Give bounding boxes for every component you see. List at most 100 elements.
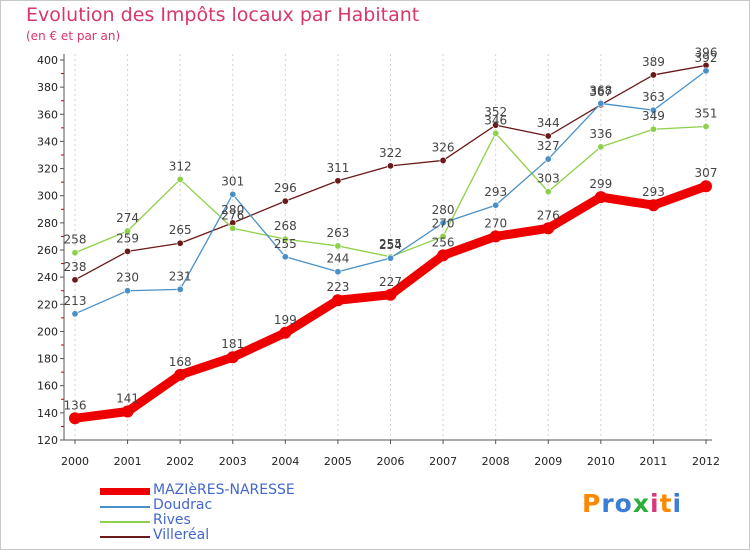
- data-point: [226, 351, 239, 364]
- y-tick-label: 140: [37, 407, 58, 420]
- data-label: 276: [221, 208, 244, 222]
- x-tick-label: 2004: [271, 455, 299, 468]
- y-tick-label: 240: [37, 271, 58, 284]
- data-point: [544, 155, 552, 163]
- legend-swatch: [100, 521, 150, 523]
- x-tick-label: 2011: [639, 455, 667, 468]
- x-tick-label: 2007: [429, 455, 457, 468]
- y-tick-label: 120: [37, 434, 58, 447]
- data-label: 367: [589, 85, 612, 99]
- data-point: [281, 235, 289, 243]
- x-tick-label: 2009: [534, 455, 562, 468]
- data-point: [281, 253, 289, 261]
- data-point: [597, 99, 605, 107]
- data-point: [334, 268, 342, 276]
- data-label: 255: [379, 237, 402, 251]
- data-label: 301: [221, 174, 244, 188]
- data-label: 268: [274, 219, 297, 233]
- data-point: [71, 249, 79, 257]
- data-point: [71, 310, 79, 318]
- data-point: [544, 132, 552, 140]
- data-label: 223: [326, 280, 349, 294]
- data-point: [229, 224, 237, 232]
- y-tick-label: 340: [37, 135, 58, 148]
- data-label: 238: [64, 260, 87, 274]
- logo-letter: r: [601, 489, 615, 518]
- x-tick-label: 2008: [482, 455, 510, 468]
- data-label: 363: [642, 90, 665, 104]
- data-point: [649, 71, 657, 79]
- data-label: 276: [537, 208, 560, 222]
- data-point: [649, 106, 657, 114]
- x-tick-label: 2012: [692, 455, 720, 468]
- data-point: [176, 175, 184, 183]
- data-label: 244: [326, 252, 349, 266]
- data-label: 336: [589, 127, 612, 141]
- legend-swatch: [100, 506, 150, 508]
- data-label: 352: [484, 105, 507, 119]
- axes: 120 140 160 180 200 220 240 260 280 300 320 340 360 3…: [37, 54, 720, 468]
- data-point: [702, 123, 710, 131]
- data-point: [176, 285, 184, 293]
- legend-label: Rives: [153, 512, 191, 528]
- logo-letter: t: [659, 489, 673, 518]
- data-label: 296: [274, 181, 297, 195]
- data-label: 327: [537, 139, 560, 153]
- data-label: 351: [695, 107, 718, 121]
- data-point: [594, 191, 607, 204]
- line-chart: 120 140 160 180 200 220 240 260 280 300 320 340 360 3…: [37, 45, 720, 468]
- data-point: [702, 67, 710, 75]
- data-labels: 238 259 265 280 296 311 322 326 352 344 367 389 396 2…: [64, 45, 718, 412]
- chart-title: Evolution des Impôts locaux par Habitant: [26, 4, 420, 26]
- logo-letter: x: [632, 489, 650, 518]
- data-point: [649, 125, 657, 133]
- data-label: 326: [432, 140, 455, 154]
- legend-label: MAZIèRES-NARESSE: [153, 482, 295, 498]
- logo-letter: i: [672, 489, 683, 518]
- data-label: 293: [642, 185, 665, 199]
- data-label: 255: [274, 237, 297, 251]
- data-label: 256: [432, 235, 455, 249]
- data-label: 344: [537, 116, 560, 130]
- data-point: [384, 288, 397, 301]
- legend-label: Doudrac: [153, 497, 213, 513]
- data-point: [229, 190, 237, 198]
- data-point: [121, 405, 134, 418]
- data-label: 265: [169, 223, 192, 237]
- y-tick-label: 360: [37, 108, 58, 121]
- data-label: 280: [221, 203, 244, 217]
- x-tick-label: 2005: [324, 455, 352, 468]
- data-point: [647, 199, 660, 212]
- data-label: 258: [64, 233, 87, 247]
- data-point: [69, 412, 81, 425]
- chart-subtitle: (en € et par an): [26, 29, 121, 43]
- data-point: [700, 180, 712, 193]
- data-point: [174, 368, 187, 381]
- y-tick-label: 300: [37, 190, 58, 203]
- data-label: 227: [379, 275, 402, 289]
- data-point: [544, 188, 552, 196]
- proxiti-logo: Proxiti: [582, 489, 682, 518]
- data-label: 396: [695, 45, 718, 59]
- data-point: [492, 121, 500, 129]
- data-label: 254: [379, 238, 402, 252]
- y-tick-label: 200: [37, 325, 58, 338]
- series-group: [69, 61, 712, 425]
- data-label: 270: [484, 216, 507, 230]
- data-point: [492, 129, 500, 137]
- data-point: [124, 247, 132, 255]
- y-tick-label: 160: [37, 380, 58, 393]
- data-point: [386, 254, 394, 262]
- x-tick-label: 2002: [166, 455, 194, 468]
- data-point: [279, 326, 292, 339]
- data-label: 259: [116, 231, 139, 245]
- legend-label: Villeréal: [153, 527, 210, 543]
- data-point: [331, 294, 344, 307]
- data-label: 141: [116, 392, 139, 406]
- y-tick-label: 260: [37, 244, 58, 257]
- data-label: 312: [169, 159, 192, 173]
- y-tick-label: 380: [37, 81, 58, 94]
- data-label: 349: [642, 109, 665, 123]
- x-tick-label: 2001: [114, 455, 142, 468]
- data-label: 230: [116, 271, 139, 285]
